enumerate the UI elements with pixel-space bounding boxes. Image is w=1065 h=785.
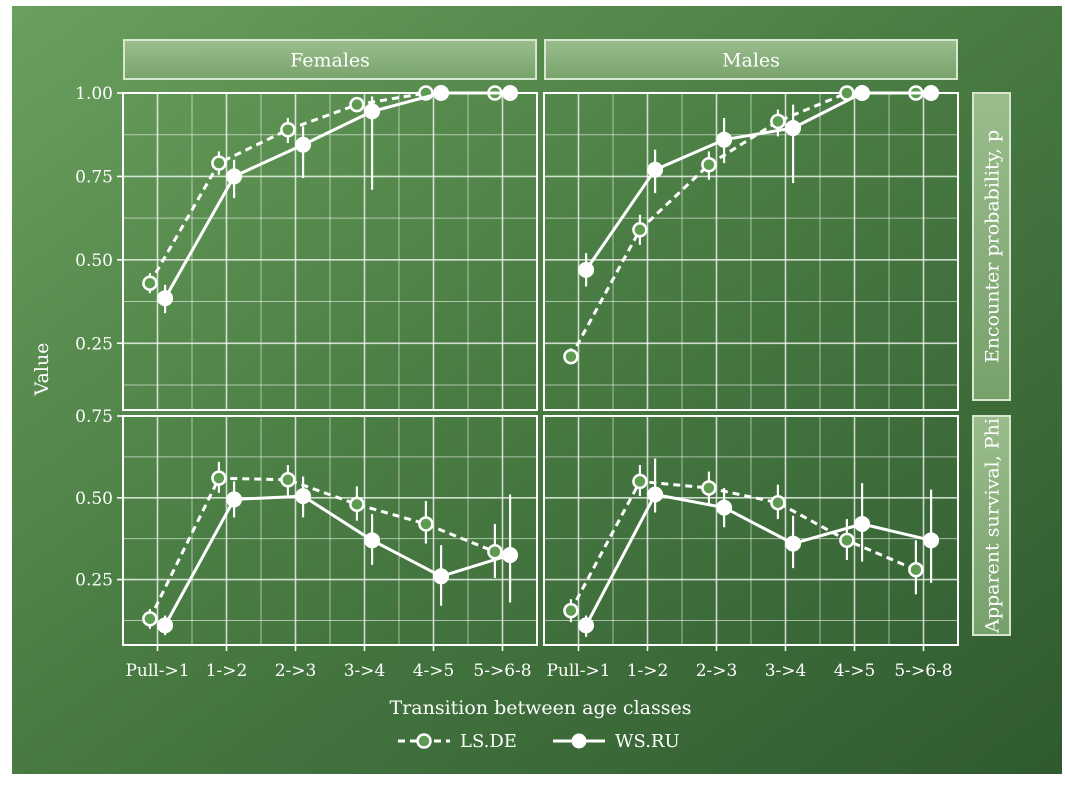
data-point-ws-ru bbox=[855, 86, 870, 101]
x-axis-title: Transition between age classes bbox=[390, 697, 692, 719]
data-point-ls-de bbox=[909, 563, 922, 576]
x-tick-label: 2->3 bbox=[696, 661, 738, 681]
data-point-ls-de bbox=[771, 115, 784, 128]
x-tick-label: 5->6-8 bbox=[894, 661, 952, 681]
data-point-ls-de bbox=[702, 158, 715, 171]
y-tick-label: 1.00 bbox=[75, 84, 113, 104]
data-point-ls-de bbox=[771, 496, 784, 509]
data-point-ws-ru bbox=[786, 121, 801, 136]
x-tick-label: 4->5 bbox=[834, 661, 876, 681]
y-tick-label: 0.25 bbox=[75, 571, 113, 591]
x-tick-label: 1->2 bbox=[206, 661, 248, 681]
data-point-ls-de bbox=[212, 472, 225, 485]
data-point-ws-ru bbox=[717, 500, 732, 515]
row-strip-label: Encounter probability, p bbox=[982, 130, 1004, 363]
x-tick-label: 2->3 bbox=[275, 661, 317, 681]
x-tick-label: 1->2 bbox=[627, 661, 669, 681]
data-point-ws-ru bbox=[434, 86, 449, 101]
y-tick-label: 0.50 bbox=[75, 489, 113, 509]
data-point-ws-ru bbox=[227, 169, 242, 184]
x-tick-label: 4->5 bbox=[413, 661, 455, 681]
data-point-ws-ru bbox=[579, 618, 594, 633]
x-tick-label: 3->4 bbox=[344, 661, 386, 681]
x-tick-label: 3->4 bbox=[765, 661, 807, 681]
y-tick-label: 0.75 bbox=[75, 407, 113, 427]
row-strip-label: Apparent survival, Phi bbox=[982, 418, 1004, 634]
data-point-ws-ru bbox=[365, 104, 380, 119]
data-point-ls-de bbox=[419, 517, 432, 530]
x-tick-label: 5->6-8 bbox=[473, 661, 531, 681]
data-point-ls-de bbox=[350, 498, 363, 511]
data-point-ws-ru bbox=[924, 533, 939, 548]
data-point-ws-ru bbox=[648, 162, 663, 177]
data-point-ls-de bbox=[840, 534, 853, 547]
data-point-ls-de bbox=[564, 350, 577, 363]
y-tick-label: 0.50 bbox=[75, 251, 113, 271]
x-tick-label: Pull->1 bbox=[125, 661, 189, 681]
data-point-ws-ru bbox=[365, 533, 380, 548]
data-point-ws-ru bbox=[503, 548, 518, 563]
data-point-ws-ru bbox=[855, 516, 870, 531]
column-strip-label: Males bbox=[722, 50, 780, 72]
data-point-ws-ru bbox=[434, 569, 449, 584]
data-point-ls-de bbox=[212, 157, 225, 170]
data-point-ls-de bbox=[350, 98, 363, 111]
column-strip-label: Females bbox=[290, 50, 370, 72]
data-point-ws-ru bbox=[717, 132, 732, 147]
y-tick-label: 0.75 bbox=[75, 167, 113, 187]
data-point-ws-ru bbox=[158, 618, 173, 633]
data-point-ls-de bbox=[633, 475, 646, 488]
data-point-ls-de bbox=[281, 473, 294, 486]
data-point-ws-ru bbox=[503, 86, 518, 101]
x-tick-label: Pull->1 bbox=[546, 661, 610, 681]
data-point-ls-de bbox=[143, 612, 156, 625]
data-point-ls-de bbox=[633, 223, 646, 236]
data-point-ws-ru bbox=[924, 86, 939, 101]
data-point-ws-ru bbox=[648, 487, 663, 502]
data-point-ws-ru bbox=[786, 536, 801, 551]
data-point-ls-de bbox=[488, 545, 501, 558]
data-point-ls-de bbox=[564, 604, 577, 617]
data-point-ls-de bbox=[281, 123, 294, 136]
data-point-ls-de bbox=[143, 277, 156, 290]
data-point-ws-ru bbox=[579, 262, 594, 277]
data-point-ws-ru bbox=[296, 137, 311, 152]
legend-marker bbox=[418, 735, 431, 748]
data-point-ws-ru bbox=[158, 291, 173, 306]
data-point-ws-ru bbox=[296, 489, 311, 504]
y-tick-label: 0.25 bbox=[75, 334, 113, 354]
legend-label: WS.RU bbox=[615, 731, 680, 752]
legend-marker bbox=[572, 734, 587, 749]
data-point-ls-de bbox=[702, 481, 715, 494]
legend-label: LS.DE bbox=[460, 731, 517, 752]
data-point-ws-ru bbox=[227, 492, 242, 507]
y-axis-title: Value bbox=[31, 343, 53, 397]
